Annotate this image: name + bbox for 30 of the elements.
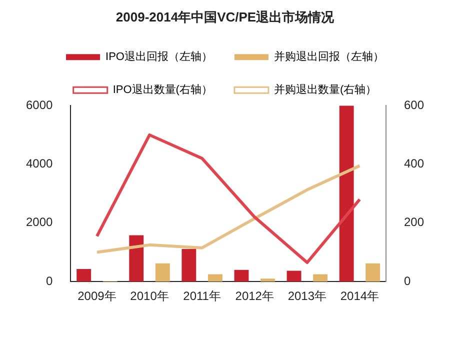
- y-tick-label: 0: [46, 274, 54, 288]
- bar: [129, 235, 144, 282]
- legend-label: IPO退出数量(右轴）: [112, 83, 212, 96]
- x-tick-label: 2010年: [130, 289, 169, 304]
- y-tick-label: 6000: [26, 98, 54, 112]
- bar: [313, 274, 328, 282]
- bar: [76, 268, 92, 282]
- y2-tick-label: 600: [404, 98, 424, 112]
- y-tick-label: 2000: [26, 215, 54, 230]
- y2-tick-label: 400: [404, 156, 424, 171]
- bar: [208, 274, 222, 282]
- legend-label: IPO退出回报（左轴）: [106, 50, 212, 64]
- bar: [234, 270, 249, 282]
- bar: [260, 278, 275, 282]
- y2-tick-label: 0: [404, 274, 411, 288]
- y-tick-label: 4000: [26, 156, 54, 171]
- legend-label: 并购退出回报（左轴）: [274, 50, 384, 64]
- x-tick-label: 2013年: [288, 289, 327, 304]
- bar: [366, 263, 380, 282]
- chart-title: 2009-2014年中国VC/PE退出市场情况: [116, 9, 336, 24]
- x-tick-label: 2011年: [183, 289, 221, 304]
- bar: [182, 249, 196, 282]
- bar: [339, 106, 354, 282]
- bar: [286, 270, 302, 282]
- bar: [155, 263, 170, 282]
- x-tick-label: 2009年: [78, 289, 116, 304]
- x-tick-label: 2012年: [235, 289, 274, 304]
- y2-tick-label: 200: [404, 215, 424, 230]
- legend-label: 并购退出数量(右轴）: [274, 83, 377, 96]
- x-tick-label: 2014年: [340, 289, 380, 304]
